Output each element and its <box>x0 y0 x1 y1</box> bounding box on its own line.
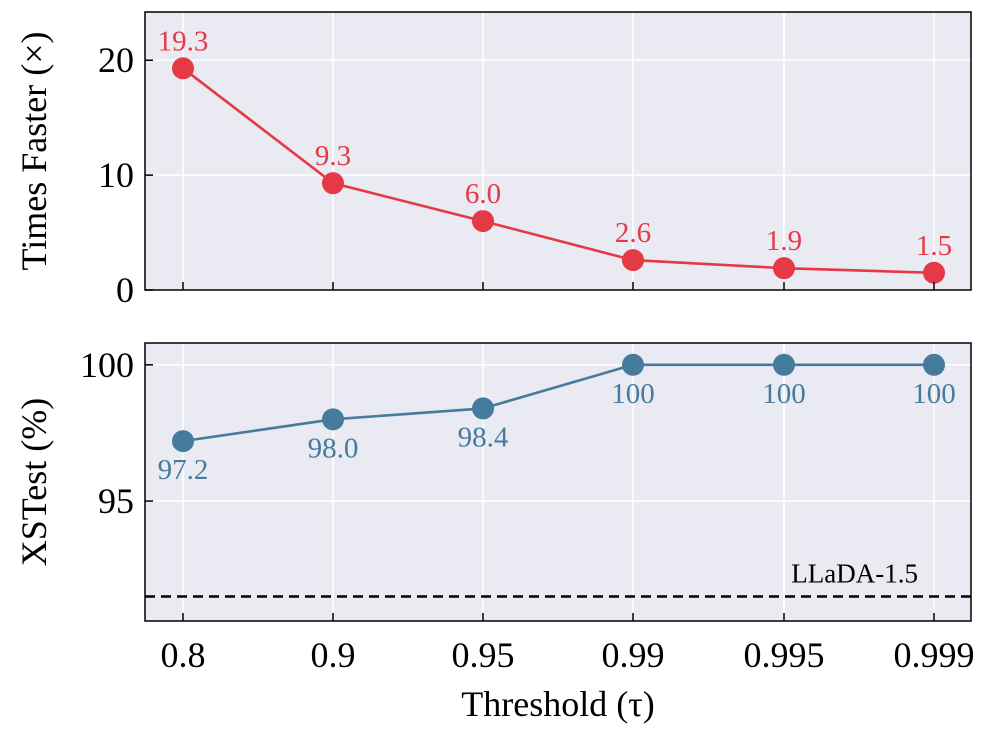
speedup-line <box>182 67 935 275</box>
x-tick-label: 0.995 <box>744 635 825 675</box>
x-tick-label: 0.8 <box>161 635 206 675</box>
speedup-data-label: 2.6 <box>615 217 651 249</box>
xstest-point <box>773 353 795 376</box>
speedup-data-label: 1.5 <box>916 230 952 262</box>
xstest-axes-frame <box>144 342 972 622</box>
xstest-point <box>172 430 194 453</box>
speedup-data-label: 6.0 <box>465 178 501 210</box>
xstest-panel: LLaDA-1.5 97.2 98.0 98.4 100 100 100 95 100 XS… <box>14 342 972 622</box>
xstest-line <box>182 363 934 443</box>
xstest-point <box>622 353 644 376</box>
speedup-point <box>322 172 344 195</box>
xstest-y-tick-label: 100 <box>80 345 134 385</box>
speedup-point <box>172 57 194 80</box>
xstest-y-axis-label: XSTest (%) <box>14 398 54 566</box>
speedup-y-axis: 0 10 20 <box>98 40 935 310</box>
x-tick-label: 0.99 <box>602 635 665 675</box>
speedup-panel: 19.3 9.3 6.0 2.6 1.9 1.5 0 10 20 Times Faster (… <box>14 11 972 310</box>
x-axis: 0.8 0.9 0.95 0.99 0.995 0.999 <box>161 635 975 675</box>
xstest-y-tick-label: 95 <box>98 481 134 521</box>
xstest-series: 97.2 98.0 98.4 100 100 100 <box>158 353 956 486</box>
reference-line-group: LLaDA-1.5 <box>145 558 971 598</box>
speedup-data-label: 19.3 <box>158 25 209 57</box>
xstest-data-label: 100 <box>611 378 655 410</box>
x-tick-label: 0.999 <box>894 635 975 675</box>
xstest-data-label: 98.4 <box>458 421 509 453</box>
speedup-series: 19.3 9.3 6.0 2.6 1.9 1.5 <box>158 25 952 284</box>
xstest-point <box>322 408 344 431</box>
speedup-axes-frame <box>144 11 972 291</box>
speedup-y-tick-label: 0 <box>116 270 134 310</box>
speedup-point <box>472 210 494 233</box>
speedup-y-axis-label: Times Faster (×) <box>14 32 54 271</box>
x-tick-label: 0.9 <box>311 635 356 675</box>
speedup-point <box>923 261 945 284</box>
xstest-y-axis: 95 100 <box>80 345 935 621</box>
speedup-y-tick-label: 20 <box>98 40 134 80</box>
speedup-plot-area <box>145 12 971 290</box>
xstest-data-label: 98.0 <box>308 432 359 464</box>
reference-line-label: LLaDA-1.5 <box>791 558 918 588</box>
speedup-point <box>773 257 795 280</box>
speedup-point <box>622 249 644 272</box>
xstest-plot-area <box>145 343 971 621</box>
speedup-data-label: 9.3 <box>315 140 351 172</box>
xstest-data-label: 100 <box>762 378 806 410</box>
x-axis-label: Threshold (τ) <box>461 684 654 724</box>
xstest-point <box>923 353 945 376</box>
speedup-y-tick-label: 10 <box>98 155 134 195</box>
x-tick-label: 0.95 <box>452 635 515 675</box>
xstest-data-label: 100 <box>912 378 956 410</box>
xstest-data-label: 97.2 <box>158 454 209 486</box>
speedup-data-label: 1.9 <box>766 225 802 257</box>
xstest-point <box>472 397 494 420</box>
